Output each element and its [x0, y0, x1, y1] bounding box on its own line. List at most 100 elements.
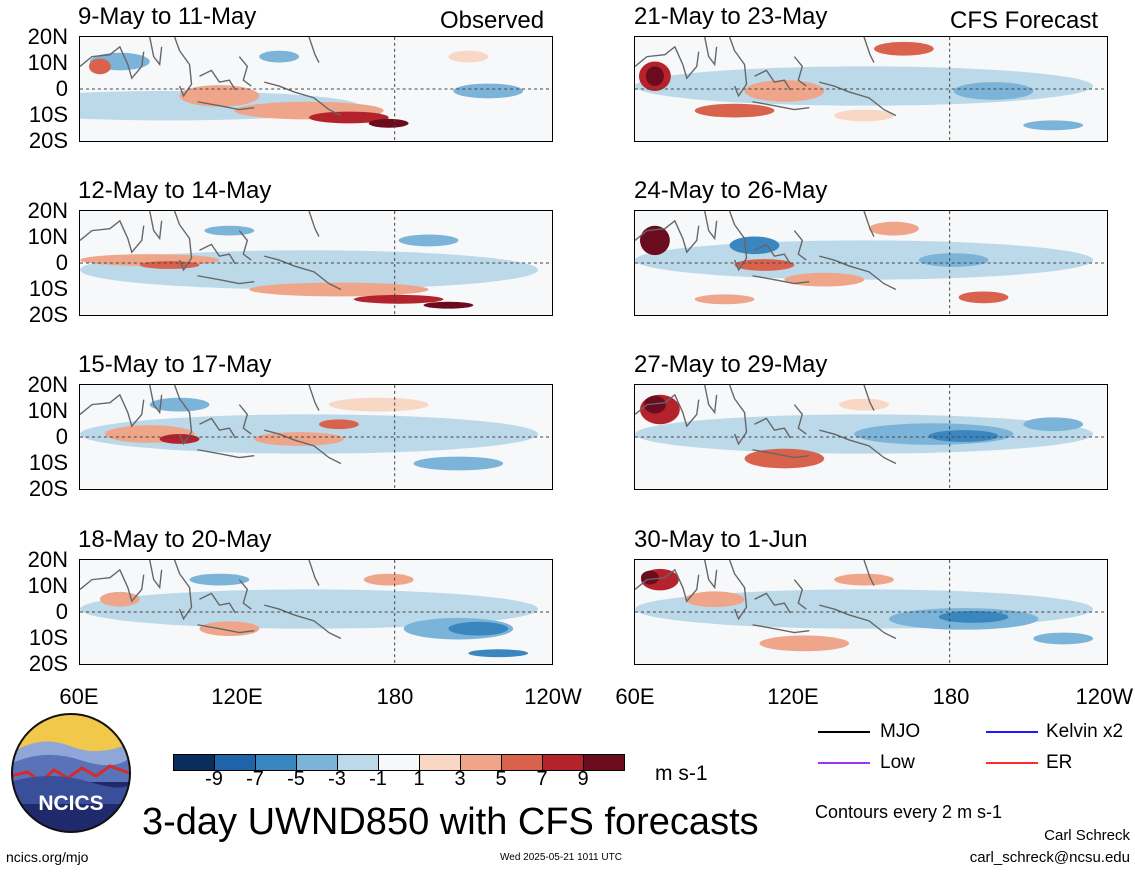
coastline — [197, 449, 255, 459]
map-panel-fcst-2 — [634, 210, 1108, 316]
observed-label: Observed — [440, 7, 545, 34]
anomaly-region — [189, 573, 250, 586]
anomaly-region — [413, 456, 504, 471]
coastline — [704, 385, 718, 415]
coastline — [793, 579, 807, 610]
coastline — [704, 560, 718, 590]
anomaly-region — [179, 85, 260, 107]
coastline — [149, 37, 163, 67]
map-panel-obs-1 — [79, 36, 553, 142]
lat-label-eq: 0 — [55, 599, 68, 624]
lon-label-obs-180: 180 — [376, 684, 414, 709]
map-panel-fcst-1 — [634, 36, 1108, 142]
footer-author: Carl Schreck — [1044, 827, 1130, 844]
anomaly-region — [635, 240, 1094, 280]
coastline — [197, 275, 255, 285]
coastline — [197, 624, 255, 634]
lon-label-obs-120e: 120E — [211, 684, 263, 709]
panel-title-fcst-3: 27-May to 29-May — [634, 351, 828, 378]
panel-title-obs-2: 12-May to 14-May — [78, 177, 272, 204]
colorbar-tick-label: 3 — [454, 768, 466, 790]
panel-title-obs-4: 18-May to 20-May — [78, 526, 272, 553]
anomaly-region — [368, 118, 409, 128]
coastline — [752, 101, 810, 111]
lat-label-10n: 10N — [27, 224, 68, 249]
anomaly-region — [1033, 632, 1094, 645]
coastline — [197, 101, 255, 111]
anomaly-region — [759, 635, 850, 652]
anomaly-region — [453, 83, 524, 99]
colorbar-tick-label: -1 — [369, 768, 387, 790]
lat-label-eq: 0 — [55, 76, 68, 101]
lat-label-20n: 20N — [27, 24, 68, 49]
coastline — [199, 69, 236, 91]
coastline — [819, 429, 897, 465]
coastline — [754, 243, 791, 265]
coastline — [308, 560, 320, 586]
anomaly-region — [363, 573, 414, 586]
lon-label-obs-120w: 120W — [524, 684, 582, 709]
anomaly-region — [684, 591, 745, 608]
lat-label-20s: 20S — [28, 302, 68, 327]
coastline — [238, 56, 252, 87]
coastline — [819, 81, 897, 117]
coastline — [754, 417, 791, 439]
anomaly-region — [1023, 417, 1084, 432]
anomaly-region — [149, 397, 210, 412]
anomaly-region — [398, 234, 459, 247]
coastline — [173, 560, 193, 621]
panel-title-fcst-4: 30-May to 1-Jun — [634, 526, 808, 553]
coastline — [199, 417, 236, 439]
map-panel-obs-3 — [79, 384, 553, 490]
anomaly-region — [204, 225, 255, 236]
anomaly-region — [873, 41, 934, 56]
anomaly-region — [645, 66, 664, 87]
coastline — [264, 429, 342, 465]
legend-swatch-mjo — [818, 731, 870, 733]
coastline — [752, 449, 810, 459]
anomaly-region — [744, 80, 825, 102]
coastline — [754, 592, 791, 614]
anomaly-region — [643, 395, 666, 414]
coastline — [264, 81, 342, 117]
anomaly-region — [318, 419, 359, 430]
legend-label-low: Low — [880, 752, 915, 773]
anomaly-region — [839, 398, 889, 411]
coastline — [308, 37, 320, 63]
figure-title: 3-day UWND850 with CFS forecasts — [142, 801, 759, 843]
lat-label-10s: 10S — [28, 450, 68, 475]
coastline — [728, 37, 748, 98]
lat-label-10s: 10S — [28, 625, 68, 650]
lat-label-10n: 10N — [27, 573, 68, 598]
lon-label-fcst-60e: 60E — [615, 684, 655, 709]
lon-label-fcst-120e: 120E — [767, 684, 819, 709]
coastline — [754, 69, 791, 91]
map-panel-fcst-3 — [634, 384, 1108, 490]
panel-title-obs-3: 15-May to 17-May — [78, 351, 272, 378]
coastline — [728, 385, 748, 446]
coastline — [728, 211, 748, 272]
anomaly-region — [784, 272, 865, 287]
coastline — [635, 568, 700, 603]
panel-title-obs-1: 9-May to 11-May — [78, 3, 257, 30]
coastline — [308, 211, 320, 237]
anomaly-region — [88, 58, 111, 75]
coastline — [149, 385, 163, 415]
colorbar-tick-label: -5 — [287, 768, 305, 790]
lat-label-10n: 10N — [27, 50, 68, 75]
coastline — [149, 211, 163, 241]
anomaly-region — [309, 111, 389, 124]
anomaly-region — [254, 432, 344, 446]
colorbar-tick-label: -3 — [328, 768, 346, 790]
lat-label-20n: 20N — [27, 372, 68, 397]
anomaly-region — [958, 291, 1009, 304]
colorbar-swatch — [583, 754, 625, 771]
anomaly-region — [139, 261, 200, 269]
coastline — [264, 255, 342, 291]
coastline — [80, 393, 145, 428]
anomaly-region — [249, 282, 429, 297]
lon-label-fcst-180: 180 — [932, 684, 970, 709]
ncics-logo: NCICS — [10, 712, 132, 834]
coastline — [238, 579, 252, 610]
coastline — [793, 56, 807, 87]
